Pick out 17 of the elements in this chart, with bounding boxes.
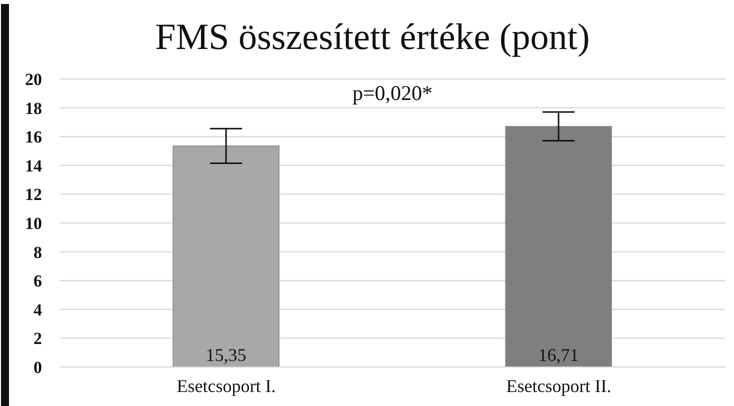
- chart-title: FMS összesített értéke (pont): [154, 16, 591, 60]
- y-tick-label: 4: [34, 300, 42, 320]
- data-label: 15,35: [206, 345, 246, 365]
- y-tick-label: 2: [34, 329, 42, 348]
- y-tick-label: 12: [25, 185, 42, 204]
- y-tick-label: 8: [34, 242, 42, 262]
- y-tick-label: 0: [34, 358, 42, 378]
- annotation: p=0,020*: [351, 81, 434, 105]
- y-tick-label: 18: [25, 98, 42, 118]
- y-tick-label: 6: [34, 272, 42, 291]
- y-tick-label: 16: [25, 128, 42, 147]
- y-tick-label: 10: [25, 214, 42, 234]
- x-tick-label: Esetcsoport I.: [176, 376, 276, 396]
- data-label: 16,71: [538, 345, 579, 365]
- x-tick-label: Esetcsoport II.: [506, 376, 612, 396]
- y-tick-label: 20: [25, 70, 42, 90]
- y-tick-label: 14: [25, 156, 42, 176]
